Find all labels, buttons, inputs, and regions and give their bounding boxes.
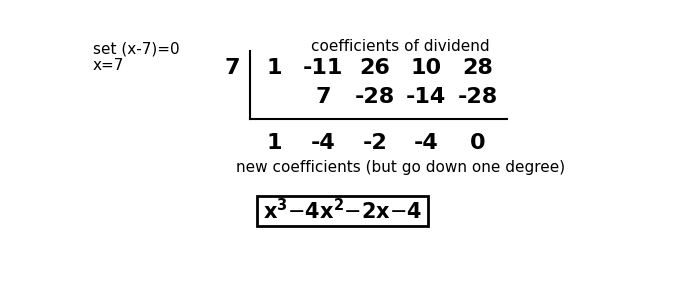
Text: 0: 0 xyxy=(471,133,486,153)
Text: x=7: x=7 xyxy=(93,58,124,74)
Text: 1: 1 xyxy=(266,58,282,78)
Text: -28: -28 xyxy=(458,87,498,107)
Text: 10: 10 xyxy=(411,58,442,78)
Text: -28: -28 xyxy=(355,87,395,107)
Text: 1: 1 xyxy=(266,133,282,153)
Text: 7: 7 xyxy=(225,58,240,78)
Text: -2: -2 xyxy=(363,133,387,153)
Text: 7: 7 xyxy=(315,87,331,107)
Text: -14: -14 xyxy=(406,87,446,107)
Text: $\bf{x^3\mathrm{-}4x^2\mathrm{-}2x\mathrm{-}4}$: $\bf{x^3\mathrm{-}4x^2\mathrm{-}2x\mathr… xyxy=(263,198,422,224)
Text: set (x-7)=0: set (x-7)=0 xyxy=(93,41,180,56)
Text: -11: -11 xyxy=(303,58,344,78)
Text: new coefficients (but go down one degree): new coefficients (but go down one degree… xyxy=(236,160,565,175)
Text: 28: 28 xyxy=(463,58,493,78)
Text: coefficients of dividend: coefficients of dividend xyxy=(312,39,490,54)
Bar xyxy=(257,195,428,226)
Text: -4: -4 xyxy=(311,133,335,153)
Text: -4: -4 xyxy=(414,133,439,153)
Text: 26: 26 xyxy=(359,58,391,78)
